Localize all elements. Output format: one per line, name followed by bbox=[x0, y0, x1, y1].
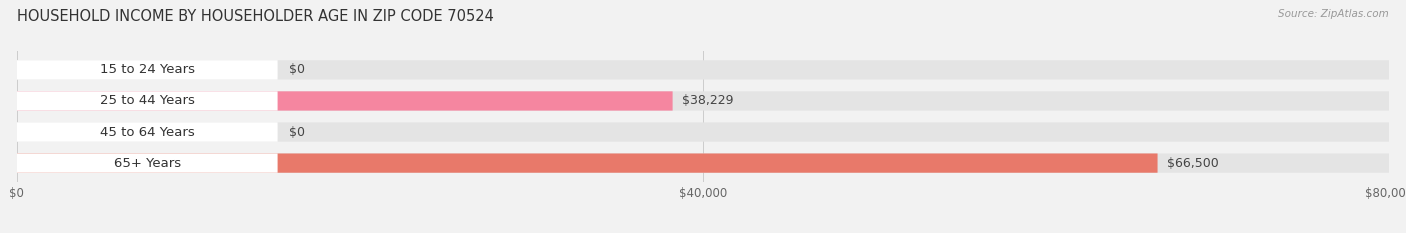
FancyBboxPatch shape bbox=[17, 91, 672, 111]
FancyBboxPatch shape bbox=[17, 60, 277, 79]
FancyBboxPatch shape bbox=[17, 154, 1389, 173]
Text: HOUSEHOLD INCOME BY HOUSEHOLDER AGE IN ZIP CODE 70524: HOUSEHOLD INCOME BY HOUSEHOLDER AGE IN Z… bbox=[17, 9, 494, 24]
FancyBboxPatch shape bbox=[17, 122, 277, 142]
Text: $0: $0 bbox=[288, 63, 305, 76]
FancyBboxPatch shape bbox=[17, 91, 277, 111]
Text: 15 to 24 Years: 15 to 24 Years bbox=[100, 63, 195, 76]
Text: $66,500: $66,500 bbox=[1167, 157, 1219, 170]
FancyBboxPatch shape bbox=[17, 154, 277, 173]
FancyBboxPatch shape bbox=[17, 91, 1389, 111]
Text: 45 to 64 Years: 45 to 64 Years bbox=[100, 126, 194, 139]
FancyBboxPatch shape bbox=[17, 60, 1389, 79]
Text: 65+ Years: 65+ Years bbox=[114, 157, 181, 170]
Text: 25 to 44 Years: 25 to 44 Years bbox=[100, 94, 194, 107]
Text: $38,229: $38,229 bbox=[682, 94, 734, 107]
Text: Source: ZipAtlas.com: Source: ZipAtlas.com bbox=[1278, 9, 1389, 19]
Text: $0: $0 bbox=[288, 126, 305, 139]
FancyBboxPatch shape bbox=[17, 154, 1157, 173]
FancyBboxPatch shape bbox=[17, 122, 1389, 142]
